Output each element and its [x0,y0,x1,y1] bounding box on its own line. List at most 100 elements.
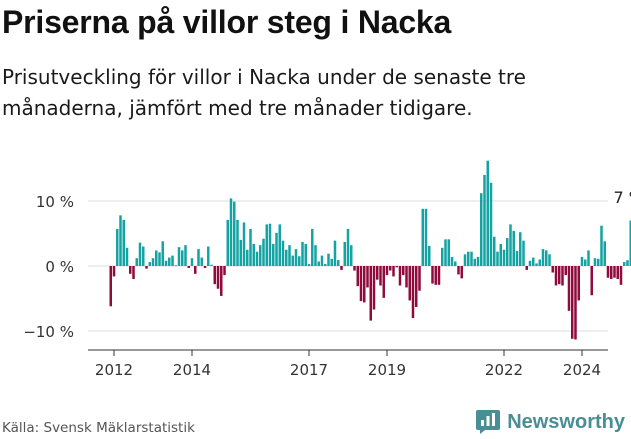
bar [151,258,155,266]
bar [379,266,382,286]
bar [304,243,308,266]
bar [138,242,142,266]
bar [363,266,366,303]
bar [125,247,129,266]
bar [561,266,564,286]
bar [119,215,122,266]
bar [486,160,489,266]
bar [415,266,418,307]
bar [337,260,340,266]
x-tick-label: 2012 [95,361,133,379]
bar [596,258,600,266]
bar [262,238,265,266]
last-value-label: 7 % [614,188,631,207]
bar [229,198,233,266]
bar [619,266,623,285]
bar [324,264,327,266]
bar [343,241,346,266]
bar [174,265,178,267]
bar [398,266,402,286]
bar [236,219,239,266]
brand-logo[interactable]: Newsworthy [475,409,625,435]
bar [255,251,259,266]
bar [268,223,272,266]
bar [132,266,135,279]
bar [265,224,269,266]
bar [177,247,181,266]
bar [301,241,304,266]
bar [532,257,535,266]
bar [424,208,428,266]
bar [528,260,532,266]
bar [330,258,333,266]
bar [158,252,161,266]
bar [340,266,343,270]
bar [317,261,320,266]
chart-subtitle: Prisutveckling för villor i Nacka under … [2,65,526,120]
bar [580,256,584,266]
bar [392,266,395,277]
bars [109,160,631,340]
bar [450,256,454,266]
bar [155,250,158,266]
bar [447,239,450,266]
bar [116,228,119,266]
labels: 10 % 0 % −10 % 2012 2014 2017 2019 2022 2024 7 % [23,188,631,379]
bar [554,266,558,286]
bar [216,266,220,289]
bar [327,253,330,266]
bar [525,266,528,270]
bar [307,264,311,266]
bar [428,245,431,266]
bar [535,263,538,266]
bar [259,245,262,266]
bar [252,243,256,266]
bar [496,251,499,266]
chart-title: Priserna på villor steg i Nacka [2,4,452,40]
bar [197,249,200,266]
bar [184,245,187,266]
bar [109,266,113,307]
bar [593,258,597,266]
bar-chart: 10 % 0 % −10 % 2012 2014 2017 2019 2022 2024 7 % [23,160,631,379]
bar [223,266,226,276]
bar [372,266,376,310]
bar [346,228,350,266]
bar [499,243,502,266]
bar [281,240,285,266]
bar [457,266,460,275]
bar [444,239,447,266]
bar [483,175,486,266]
y-tick-label: 0 % [45,258,74,276]
bar [350,245,353,266]
bar [437,266,441,285]
bar [220,266,223,296]
bar [122,219,126,266]
bar [171,255,174,266]
bar [603,241,606,266]
bar [574,266,577,340]
bar [200,257,204,266]
bar [366,266,369,288]
bar [181,250,184,266]
bar [441,247,444,266]
bar [311,228,314,266]
bar [291,255,295,266]
bar [369,266,372,321]
bar [203,266,207,268]
bar [376,266,379,280]
bar [285,249,288,266]
source-note: Källa: Svensk Mäklarstatistik [2,420,195,436]
bar [246,249,249,266]
bar [548,254,551,266]
bar [210,264,213,266]
bar [142,246,145,266]
bar [551,266,554,273]
bar [402,266,405,276]
bar [587,250,590,266]
bar [538,259,541,266]
x-tick-label: 2019 [368,361,406,379]
bar [629,220,631,266]
bar [418,266,421,291]
bar [320,255,324,266]
